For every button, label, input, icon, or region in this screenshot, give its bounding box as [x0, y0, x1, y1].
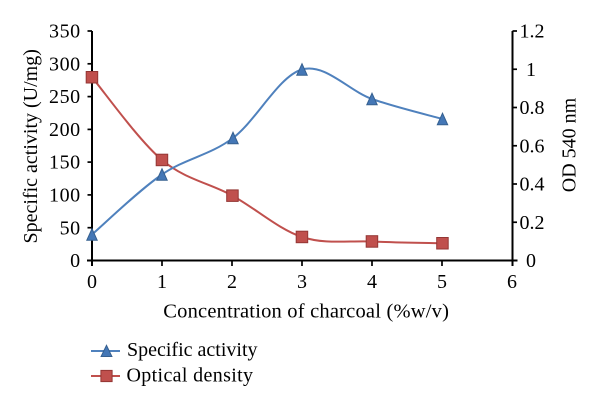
svg-text:300: 300 — [49, 53, 81, 75]
svg-text:4: 4 — [367, 271, 377, 293]
svg-text:50: 50 — [60, 217, 81, 239]
svg-text:0.8: 0.8 — [520, 97, 545, 119]
svg-text:6: 6 — [507, 271, 517, 293]
svg-text:OD 540 nm: OD 540 nm — [559, 97, 581, 192]
svg-text:0: 0 — [70, 250, 81, 272]
svg-text:0.2: 0.2 — [520, 212, 545, 234]
svg-text:100: 100 — [49, 185, 81, 207]
svg-text:Specific activity (U/mg): Specific activity (U/mg) — [20, 49, 42, 243]
svg-text:1: 1 — [526, 59, 536, 81]
svg-text:150: 150 — [49, 152, 81, 174]
svg-text:0: 0 — [526, 250, 536, 272]
svg-text:Concentration of charcoal (%w/: Concentration of charcoal (%w/v) — [163, 301, 449, 323]
svg-text:Specific activity: Specific activity — [127, 339, 258, 361]
svg-text:1.2: 1.2 — [520, 21, 545, 43]
svg-text:1: 1 — [157, 271, 167, 293]
svg-text:0.6: 0.6 — [520, 135, 545, 157]
svg-text:250: 250 — [49, 86, 81, 108]
svg-text:2: 2 — [227, 271, 237, 293]
svg-text:350: 350 — [49, 21, 81, 43]
svg-text:0: 0 — [87, 271, 97, 293]
svg-text:Optical density: Optical density — [127, 365, 254, 387]
svg-text:200: 200 — [49, 119, 81, 141]
svg-text:0.4: 0.4 — [520, 174, 545, 196]
svg-text:3: 3 — [297, 271, 307, 293]
svg-text:5: 5 — [437, 271, 447, 293]
